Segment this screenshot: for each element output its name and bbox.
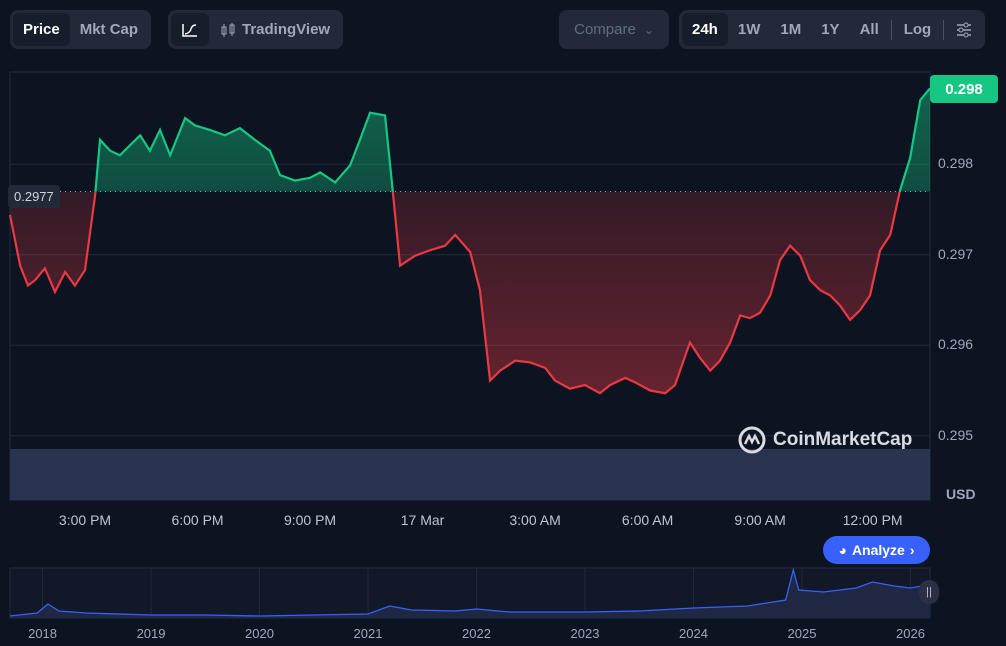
range-24h[interactable]: 24h [682, 13, 728, 46]
divider [943, 19, 945, 40]
watermark: CoinMarketCap [737, 425, 912, 455]
navigator-year-label: 2019 [136, 626, 166, 641]
price-area-down [10, 191, 930, 394]
watermark-text: CoinMarketCap [773, 429, 913, 450]
navigator-year-label: 2024 [679, 626, 708, 641]
compare-dropdown[interactable]: Compare ⌄ [559, 10, 669, 49]
navigator-year-label: 2023 [570, 626, 600, 641]
candlestick-icon [221, 22, 235, 37]
navigator-year-label: 2021 [353, 626, 383, 641]
x-tick-label: 9:00 AM [734, 512, 786, 528]
navigator-year-label: 2026 [896, 626, 925, 641]
navigator-year-label: 2022 [462, 626, 491, 641]
chevron-right-icon: › [909, 542, 915, 558]
navigator-year-label: 2020 [245, 626, 274, 641]
currency-label: USD [946, 486, 976, 502]
navigator-line [9, 567, 931, 617]
x-tick-label: 3:00 PM [58, 512, 112, 528]
analyze-button[interactable]: ◕ Analyze › [823, 536, 930, 564]
x-tick-label: 9:00 PM [283, 512, 337, 528]
analyze-icon: ◕ [838, 542, 847, 558]
compare-label: Compare [574, 21, 636, 38]
y-tick-label: 0.296 [938, 336, 974, 353]
range-selector: 24h 1W 1M 1Y All Log [679, 10, 986, 49]
navigator-area [10, 570, 930, 618]
price-line-down [8, 191, 901, 395]
range-1w[interactable]: 1W [737, 21, 761, 38]
chevron-down-icon: ⌄ [643, 22, 654, 37]
y-tick-label: 0.295 [938, 426, 974, 443]
analyze-label: Analyze [851, 542, 905, 558]
y-tick-label: 0.297 [938, 245, 974, 262]
x-tick-label: 17 Mar [400, 512, 445, 528]
range-1y[interactable]: 1Y [821, 21, 840, 38]
settings-button[interactable] [946, 13, 982, 46]
y-tick-label: 0.298 [938, 155, 974, 172]
chart-type-toggle: TradingView [168, 10, 344, 49]
current-price-label: 0.298 [930, 75, 998, 103]
range-all[interactable]: All [859, 21, 879, 38]
divider [890, 19, 892, 40]
x-tick-label: 3:00 AM [509, 512, 561, 528]
navigator-year-label: 2018 [28, 626, 58, 641]
log-toggle[interactable]: Log [903, 21, 932, 38]
metric-toggle: Price Mkt Cap [10, 10, 152, 49]
open-price-label: 0.2977 [8, 185, 60, 208]
coinmarketcap-logo-icon [738, 426, 766, 454]
tradingview-button[interactable]: TradingView [209, 13, 340, 46]
line-chart-icon [182, 23, 197, 37]
navigator-year-label: 2025 [787, 626, 817, 641]
x-tick-label: 6:00 AM [621, 512, 674, 528]
sliders-icon [957, 22, 972, 37]
price-line-up [94, 87, 931, 192]
tab-price[interactable]: Price [13, 13, 70, 46]
tab-mkt-cap[interactable]: Mkt Cap [79, 21, 139, 38]
volume-area [10, 449, 930, 500]
range-1m[interactable]: 1M [780, 21, 802, 38]
x-tick-label: 6:00 PM [171, 512, 224, 528]
tradingview-label: TradingView [242, 21, 331, 38]
price-area-up [95, 88, 930, 192]
line-chart-button[interactable] [171, 13, 209, 46]
navigator-handle[interactable]: || [919, 580, 939, 604]
x-tick-label: 12:00 PM [842, 512, 903, 528]
